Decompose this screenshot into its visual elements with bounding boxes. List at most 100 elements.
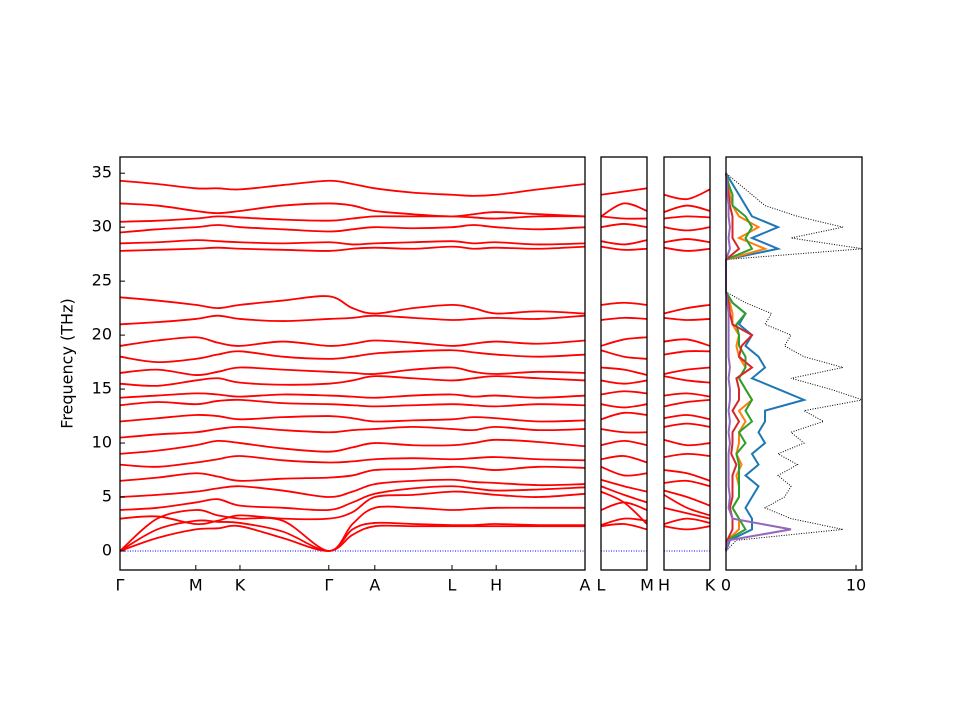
dos-line (725, 173, 792, 552)
band-line (600, 390, 648, 396)
band-line (119, 505, 585, 552)
band-line (600, 316, 648, 321)
band-line (663, 350, 711, 356)
band-line (119, 366, 586, 376)
band-line (663, 226, 711, 232)
band-line (600, 349, 648, 360)
x-tick-label: H (490, 576, 502, 595)
band-line (663, 469, 711, 482)
band-line (600, 202, 648, 218)
band-line (119, 245, 586, 252)
band-line (663, 479, 711, 488)
x-tick-label: K (705, 576, 716, 595)
band-line (663, 204, 711, 213)
band-line (663, 517, 711, 525)
band-line (119, 239, 586, 246)
band-line (663, 422, 711, 428)
y-tick-label: 5 (102, 487, 112, 506)
band-line (119, 179, 586, 197)
x-tick-label: L (597, 576, 606, 595)
band-line (600, 485, 648, 504)
band-line (119, 490, 586, 526)
band-line (663, 303, 711, 315)
x-tick-label: A (369, 576, 380, 595)
x-tick-label: Γ (324, 576, 333, 595)
band-line (663, 392, 711, 398)
band-line (663, 366, 711, 375)
band-line (119, 398, 586, 408)
band-line (600, 239, 648, 246)
band-line (119, 519, 586, 552)
band-line (119, 455, 586, 468)
y-axis-label: Frequency (THz) (58, 298, 77, 428)
band-line (600, 411, 648, 421)
band-line (663, 398, 711, 408)
plot-frame (600, 156, 648, 571)
band-line (600, 223, 648, 229)
y-tick-label: 35 (92, 163, 112, 182)
x-tick-label: M (189, 576, 203, 595)
band-line (119, 478, 586, 498)
band-line (663, 525, 711, 531)
y-tick-label: 10 (92, 433, 112, 452)
y-tick-label: 0 (102, 541, 112, 560)
band-line (119, 425, 586, 439)
band-line (663, 414, 711, 421)
x-tick-label: Γ (116, 576, 125, 595)
band-line (119, 336, 586, 347)
band-line (663, 316, 711, 321)
x-tick-label: M (640, 576, 654, 595)
band-line (119, 375, 586, 387)
band-line (600, 455, 648, 464)
y-tick-label: 30 (92, 217, 112, 236)
band-line (663, 506, 711, 520)
band-line (663, 494, 711, 517)
band-line (600, 439, 648, 447)
band-line (119, 215, 586, 223)
y-tick-label: 15 (92, 379, 112, 398)
band-line (663, 438, 711, 447)
band-line (663, 246, 711, 252)
band-line (600, 428, 648, 434)
band-line (600, 366, 648, 376)
band-line (600, 187, 648, 196)
band-line (119, 224, 586, 234)
plot-frame (725, 156, 863, 571)
band-line (119, 465, 586, 482)
x-tick-label: K (235, 576, 246, 595)
dos-line (725, 172, 863, 552)
band-line (119, 295, 586, 315)
band-line (600, 245, 648, 251)
y-tick-label: 25 (92, 271, 112, 290)
dos-line (725, 172, 808, 552)
x-tick-label: L (448, 576, 457, 595)
band-line (600, 501, 648, 511)
dos-line (725, 173, 754, 552)
band-line (600, 403, 648, 409)
band-line (663, 375, 711, 384)
band-line (600, 523, 648, 531)
x-tick-label: A (580, 576, 591, 595)
band-line (600, 465, 648, 477)
band-line (663, 489, 711, 507)
band-line (119, 349, 586, 364)
y-tick-label: 20 (92, 325, 112, 344)
band-line (119, 314, 586, 326)
band-line (663, 215, 711, 220)
band-line (600, 478, 648, 493)
band-line (600, 215, 648, 220)
band-line (600, 301, 648, 306)
band-line (119, 524, 585, 552)
band-line (119, 438, 586, 455)
band-line (663, 238, 711, 244)
band-line (663, 452, 711, 458)
band-line (663, 338, 711, 347)
plot-frame (663, 156, 711, 571)
band-line (600, 336, 648, 347)
x-tick-label: H (658, 576, 670, 595)
band-line (600, 379, 648, 385)
band-line (119, 202, 586, 218)
x-tick-label: 0 (721, 576, 731, 595)
x-tick-label: 10 (846, 576, 866, 595)
